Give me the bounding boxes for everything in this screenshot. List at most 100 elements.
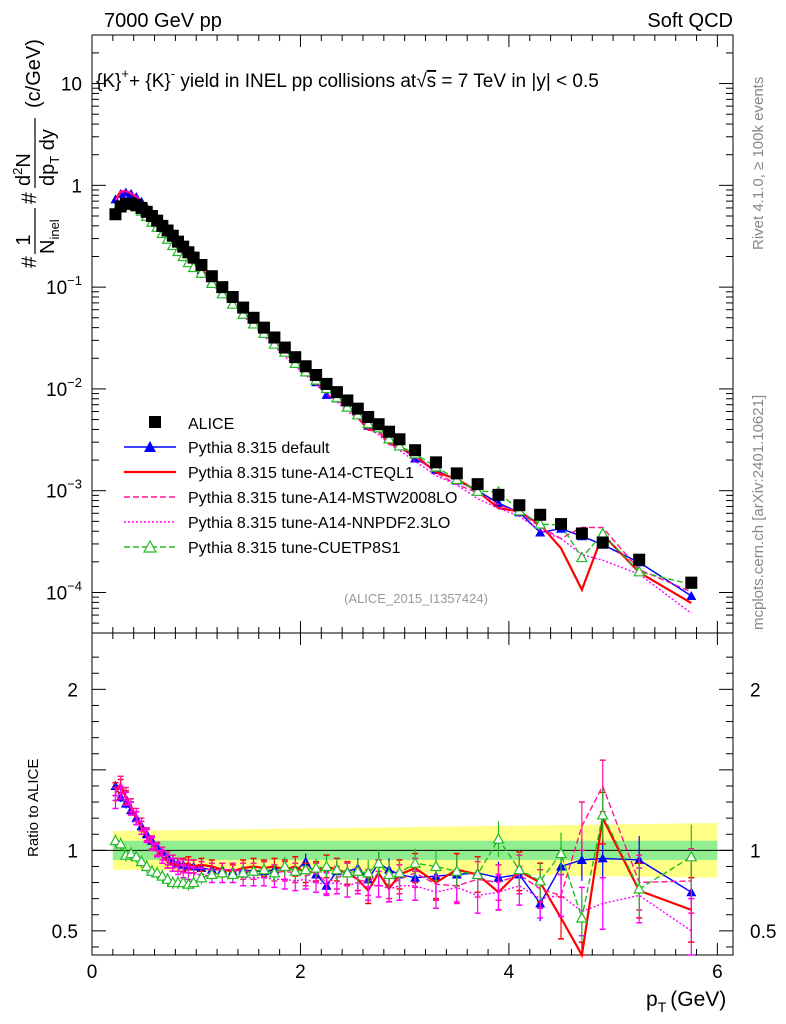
ratio-marker [161,873,174,884]
alice-data-point [362,410,375,423]
legend-label-0: Pythia 8.315 default [188,440,330,457]
ratio-marker [151,866,164,878]
series-marker [575,551,588,563]
ratio-marker [320,860,333,872]
ratio-marker [351,865,364,876]
legend-label-1: Pythia 8.315 tune-A14-CTEQL1 [188,465,414,482]
ratio-marker [534,874,547,886]
legend: ALICE Pythia 8.315 default Pythia 8.315 tu… [124,416,457,557]
ratio-marker [471,868,484,880]
ratio-marker [393,866,406,878]
series-marker [237,307,250,319]
ratio-marker [268,866,281,878]
alice-data-point [351,402,364,415]
series-marker [383,432,396,444]
alice-data-point [633,553,646,566]
alice-data-point [513,499,526,512]
ratio-marker [513,863,526,875]
alice-data-point [383,425,396,438]
y-tick-label: 10−3 [46,477,82,503]
alice-data-point [205,270,218,283]
alice-data-point [330,386,343,399]
svg-text:Ninel: Ninel [37,219,62,254]
ratio-marker [289,865,302,876]
alice-data-point [450,467,463,480]
y-tick-label: 10−4 [46,578,82,604]
alice-data-point [237,301,250,314]
ratio-marker [109,834,122,846]
alice-data-layer [109,197,698,589]
ratio-marker [156,869,169,881]
y-tick-label: 10−1 [46,273,82,299]
ratio-marker [597,853,608,863]
ratio-marker [195,871,208,883]
svg-text:#: # [18,192,41,204]
ratio-marker [633,882,646,894]
alice-data-point [341,394,354,407]
alice-data-point [216,281,229,294]
ratio-marker [140,860,153,872]
series-marker [633,565,646,577]
alice-data-point [257,321,270,334]
ratio-tick-label-right: 1 [750,841,761,862]
alice-data-point [247,311,260,324]
ratio-marker [226,868,239,880]
ratio-marker [685,850,698,862]
x-tick-label: 6 [712,962,723,983]
legend-label-alice: ALICE [188,416,234,433]
ratio-marker [409,856,422,868]
ratio-marker [310,861,323,873]
legend-marker-4 [142,539,158,553]
x-tick-label: 0 [87,962,98,983]
ratio-line-3 [114,791,692,932]
series-marker [268,337,281,349]
header-right: Soft QCD [647,10,733,32]
ratio-marker [575,911,588,923]
svg-text:#: # [18,256,41,268]
svg-text:dpT dy: dpT dy [37,129,62,186]
y-tick-label: 1 [71,176,82,197]
legend-label-2: Pythia 8.315 tune-A14-MSTW2008LO [188,490,457,507]
series-marker [216,287,229,299]
ratio-marker [596,808,609,820]
ratio-tick-label: 1 [67,841,78,862]
alice-data-point [393,433,406,446]
alice-data-point [310,369,323,382]
series-marker [596,527,609,539]
ratio-panel-frame [91,632,734,956]
alice-data-point [320,377,333,390]
x-tick-label: 2 [295,962,306,983]
series-marker [393,439,406,451]
series-marker [195,267,208,278]
header-left: 7000 GeV pp [104,10,222,32]
chart-title: {K}++ {K}- yield in INEL pp collisions a… [96,66,599,92]
axes: 0 2 4 6 10 1 10−1 10−2 10−3 10−4 0.5 0.5 1 1 2 2 [46,34,776,983]
legend-marker-alice [149,416,161,428]
series-marker [362,417,375,429]
ratio-tick-label: 2 [67,680,78,701]
ratio-line-2 [114,781,692,897]
alice-data-point [575,527,588,540]
ratio-marker [555,847,568,859]
alice-data-point [555,518,568,531]
alice-data-point [372,418,385,431]
legend-marker-0 [144,441,156,452]
ratio-marker [247,865,260,876]
ratio-marker [450,865,463,876]
ratio-marker [576,855,587,865]
ratio-marker [278,860,291,872]
legend-label-4: Pythia 8.315 tune-CUETP8S1 [188,540,401,557]
ratio-marker [237,866,250,878]
svg-text:d2N: d2N [10,153,35,186]
ratio-axis-label: Ratio to ALICE [25,759,42,857]
series-marker [341,400,354,412]
series-marker [205,277,218,289]
ratio-marker [330,863,343,875]
series-marker [534,517,547,529]
ratio-marker [205,868,218,880]
alice-data-point [492,488,505,501]
alice-data-point [268,331,281,344]
y-tick-label: 10 [61,75,82,96]
alice-data-point [596,536,609,549]
